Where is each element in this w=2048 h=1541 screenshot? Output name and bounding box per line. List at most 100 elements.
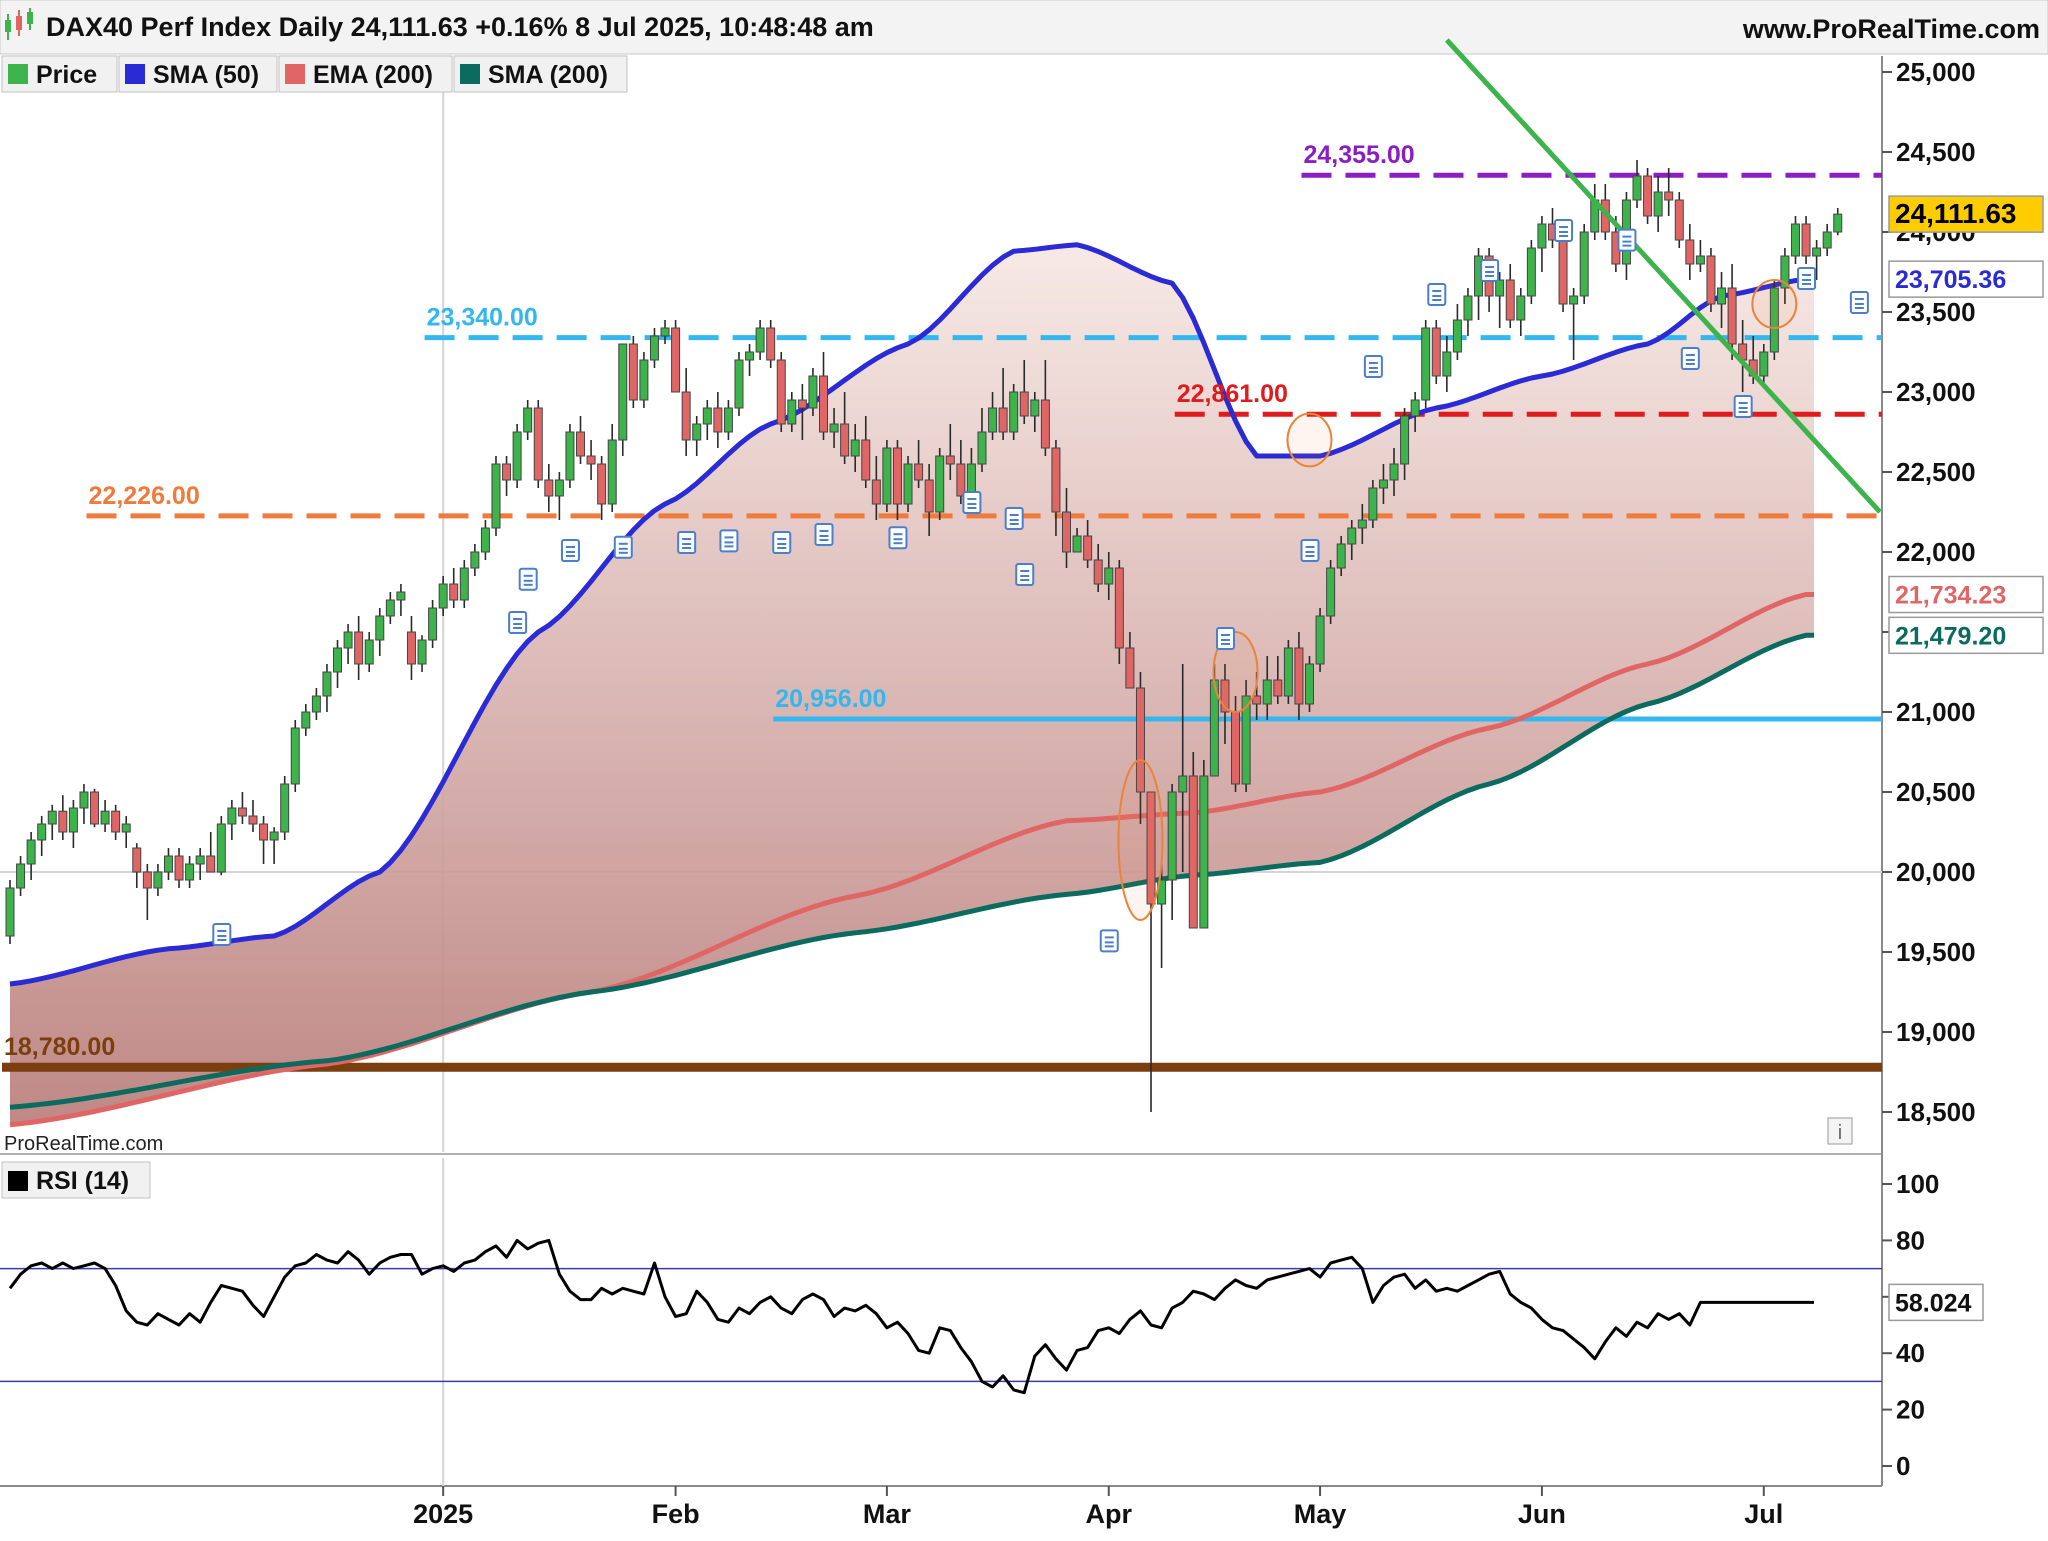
candle: [882, 440, 892, 512]
candle-body: [1336, 543, 1346, 569]
candle-body: [174, 855, 184, 881]
svg-text:i: i: [1838, 1122, 1842, 1144]
candle-body: [1801, 223, 1811, 257]
candle-body: [660, 327, 670, 337]
candle: [840, 392, 850, 464]
news-icon: [518, 567, 538, 591]
info-icon[interactable]: i: [1827, 1117, 1853, 1145]
news-icon: [814, 523, 834, 546]
candle: [1695, 240, 1705, 272]
candle-body: [449, 583, 459, 601]
legend-item-ema-200-[interactable]: EMA (200): [278, 55, 453, 93]
candle-body: [713, 407, 723, 433]
candle-body: [1304, 663, 1314, 705]
candle: [1442, 336, 1452, 392]
candle-body: [1294, 647, 1304, 705]
candle: [1378, 464, 1388, 504]
candle-body: [1389, 463, 1399, 481]
candle-body: [354, 631, 364, 665]
candle: [1579, 224, 1589, 304]
candle: [586, 440, 596, 480]
candle: [576, 416, 586, 464]
candle: [1199, 760, 1209, 929]
candle: [1780, 248, 1790, 304]
candle-body: [1632, 175, 1642, 201]
candle: [755, 320, 765, 360]
candle-body: [417, 639, 427, 665]
price-tick-label: 23,500: [1896, 297, 1976, 327]
candle: [1125, 632, 1135, 689]
legend-item-sma-200-[interactable]: SMA (200): [453, 55, 628, 93]
candle-body: [1167, 791, 1177, 881]
news-icon: [1617, 228, 1637, 252]
candle: [808, 368, 818, 416]
candle-body: [216, 823, 226, 873]
candle-body: [766, 327, 776, 361]
news-icon-page: [613, 535, 633, 559]
level-label-1: 23,340.00: [427, 304, 538, 332]
candle: [1368, 480, 1378, 528]
candle-body: [808, 375, 818, 409]
price-value-label: 21,479.20: [1888, 616, 2044, 655]
candle: [163, 848, 173, 880]
candle: [1188, 752, 1198, 929]
news-icon: [1554, 219, 1574, 242]
candle-body: [1273, 679, 1283, 697]
candle-body: [892, 447, 902, 505]
candle-body: [1653, 191, 1663, 217]
candle: [1262, 656, 1272, 720]
candle: [1790, 216, 1800, 264]
candle-body: [322, 671, 332, 697]
candle-body: [1220, 679, 1230, 713]
candle: [1431, 320, 1441, 384]
candle-body: [1695, 255, 1705, 265]
candle: [417, 635, 427, 672]
legend-item-sma-50-[interactable]: SMA (50): [118, 55, 278, 93]
candle: [406, 616, 416, 680]
candle-body: [1431, 327, 1441, 377]
candle: [1178, 664, 1188, 872]
candle: [1801, 216, 1811, 264]
candle-body: [607, 439, 617, 505]
candle: [649, 328, 659, 368]
candle-body: [1093, 559, 1103, 585]
rsi-value-box: [1888, 1283, 1984, 1322]
news-icon-page: [1215, 627, 1235, 650]
news-icon-page: [772, 531, 792, 554]
candle: [480, 520, 490, 560]
legend-box: [453, 55, 628, 93]
candle: [554, 472, 564, 520]
candle: [502, 456, 512, 496]
candle: [153, 864, 163, 896]
level-label-3: 22,226.00: [89, 482, 200, 510]
news-icon-page: [1554, 219, 1574, 242]
candle: [47, 804, 57, 840]
candle: [227, 800, 237, 840]
candle: [956, 440, 966, 504]
candle-body: [1526, 247, 1536, 297]
candle-body: [1241, 695, 1251, 785]
candle: [311, 688, 321, 720]
rsi-tick-label: 80: [1896, 1225, 1925, 1255]
candle-body: [1769, 287, 1779, 353]
candle-body: [1368, 487, 1378, 521]
candle: [174, 848, 184, 888]
candle-body: [1051, 447, 1061, 513]
news-icon: [1300, 539, 1320, 562]
candle: [1357, 504, 1367, 544]
candle-body: [90, 791, 100, 825]
news-icon-page: [1015, 563, 1035, 586]
candle-body: [1019, 391, 1029, 417]
candle: [523, 400, 533, 440]
candle-body: [269, 831, 279, 841]
legend: Price SMA (50) EMA (200) SMA (200): [1, 55, 628, 93]
ellipses-layer: [1117, 279, 1798, 921]
candle: [1526, 240, 1536, 304]
news-icon: [962, 491, 982, 514]
candle-body: [702, 407, 712, 425]
candle-body: [195, 855, 205, 865]
legend-item-price[interactable]: Price: [1, 55, 118, 93]
candle: [829, 408, 839, 448]
candle-body: [1009, 391, 1019, 433]
